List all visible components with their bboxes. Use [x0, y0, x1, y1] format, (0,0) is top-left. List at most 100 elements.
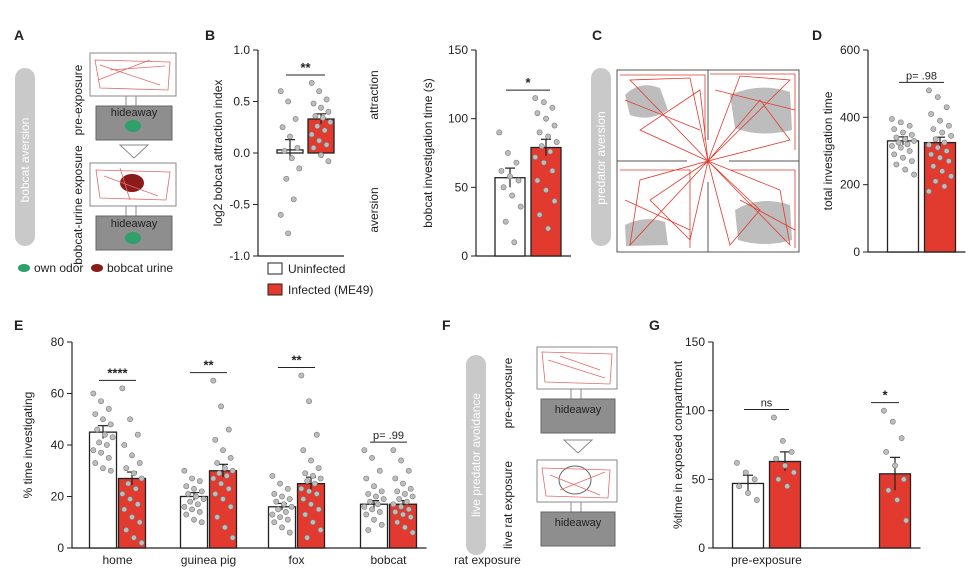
- data-point: [369, 454, 375, 461]
- data-point: [107, 421, 114, 428]
- data-point: [902, 166, 909, 173]
- data-point: [138, 539, 145, 546]
- data-point: [928, 151, 935, 158]
- data-point: [310, 472, 316, 479]
- data-point: [279, 524, 285, 531]
- data-point: [897, 144, 904, 151]
- data-point: [185, 491, 192, 497]
- chart-d-letter: D: [812, 27, 822, 43]
- data-point: [214, 514, 221, 520]
- data-point: [775, 476, 782, 483]
- data-point: [939, 168, 946, 175]
- data-point: [902, 136, 909, 143]
- data-point: [225, 485, 232, 492]
- panel-c-side-label: predator aversion: [594, 111, 608, 204]
- data-point: [183, 483, 190, 490]
- data-point: [398, 503, 404, 510]
- data-point: [325, 108, 332, 115]
- panel-f-pre-doorway: [570, 388, 582, 400]
- panel-f-side-pill: [466, 355, 486, 555]
- data-point: [290, 196, 297, 203]
- data-point: [132, 485, 139, 492]
- significance-label: ****: [107, 365, 128, 380]
- data-point: [790, 469, 797, 476]
- data-point: [277, 480, 283, 487]
- data-point: [210, 377, 217, 384]
- data-point: [321, 127, 328, 134]
- panel-f-rat-doorway: [570, 501, 582, 513]
- data-point: [123, 465, 130, 472]
- data-point: [187, 498, 194, 505]
- data-point: [311, 480, 318, 487]
- panel-f-top-label: pre-exposure: [501, 357, 515, 428]
- data-point: [894, 497, 901, 503]
- panel-f-rat-hideaway-label: hideaway: [555, 517, 602, 529]
- data-point: [308, 131, 315, 138]
- panel-a-pre-traces: [94, 59, 171, 91]
- data-point: [893, 161, 900, 168]
- data-point: [932, 136, 939, 143]
- panel-a-letter: A: [14, 27, 24, 43]
- data-point: [371, 483, 377, 490]
- data-point: [313, 431, 320, 438]
- data-point: [316, 137, 323, 144]
- data-point: [225, 426, 232, 433]
- data-point: [937, 154, 943, 161]
- data-point: [129, 514, 135, 520]
- data-point: [898, 435, 905, 442]
- data-point: [312, 113, 319, 119]
- data-point: [889, 418, 896, 425]
- data-point: [883, 448, 890, 455]
- data-point: [94, 426, 101, 433]
- data-point: [540, 159, 547, 166]
- data-point: [517, 203, 524, 210]
- data-point: [283, 175, 290, 182]
- chart-e-letter: E: [14, 317, 23, 333]
- y-tick-label: 0: [57, 541, 64, 555]
- data-point: [908, 131, 915, 138]
- data-point: [502, 218, 509, 225]
- data-point: [363, 511, 370, 518]
- data-point: [937, 117, 943, 124]
- panel-f-pre-hideaway: [540, 398, 616, 434]
- data-point: [183, 511, 190, 518]
- y-tick-label: -1.0: [229, 249, 250, 263]
- data-point: [911, 171, 917, 178]
- data-point: [784, 483, 791, 490]
- data-point: [90, 390, 97, 397]
- significance-label: *: [882, 388, 888, 403]
- y-tick-label: 40: [51, 438, 65, 452]
- data-point: [534, 110, 541, 117]
- data-point: [119, 491, 126, 497]
- data-point: [288, 155, 295, 162]
- y-tick-label: 0.0: [233, 146, 250, 160]
- data-point: [939, 129, 946, 136]
- data-point: [402, 491, 408, 497]
- category-label: pre-exposure: [731, 553, 802, 567]
- data-point: [313, 491, 320, 497]
- data-point: [181, 467, 188, 474]
- data-point: [782, 462, 788, 469]
- data-point: [105, 406, 112, 412]
- data-point: [308, 501, 314, 508]
- data-point: [100, 465, 106, 472]
- data-point: [390, 501, 397, 508]
- data-point: [509, 192, 516, 199]
- data-point: [90, 447, 97, 454]
- data-point: [298, 485, 305, 492]
- panel-f-pre-hideaway-label: hideaway: [555, 404, 602, 416]
- legend-own-odor-label: own odor: [34, 261, 83, 275]
- data-point: [511, 239, 518, 246]
- data-point: [300, 496, 307, 502]
- data-point: [500, 184, 507, 191]
- data-point: [285, 230, 292, 237]
- data-point: [323, 141, 330, 148]
- data-point: [292, 116, 299, 122]
- data-point: [773, 455, 780, 462]
- legend-uninfected-label: Uninfected: [288, 262, 345, 276]
- panel-a-pre-doorway: [125, 95, 137, 107]
- y-tick-label: 150: [448, 43, 468, 57]
- data-point: [504, 150, 511, 156]
- panel-a-top-label: pre-exposure: [71, 64, 85, 135]
